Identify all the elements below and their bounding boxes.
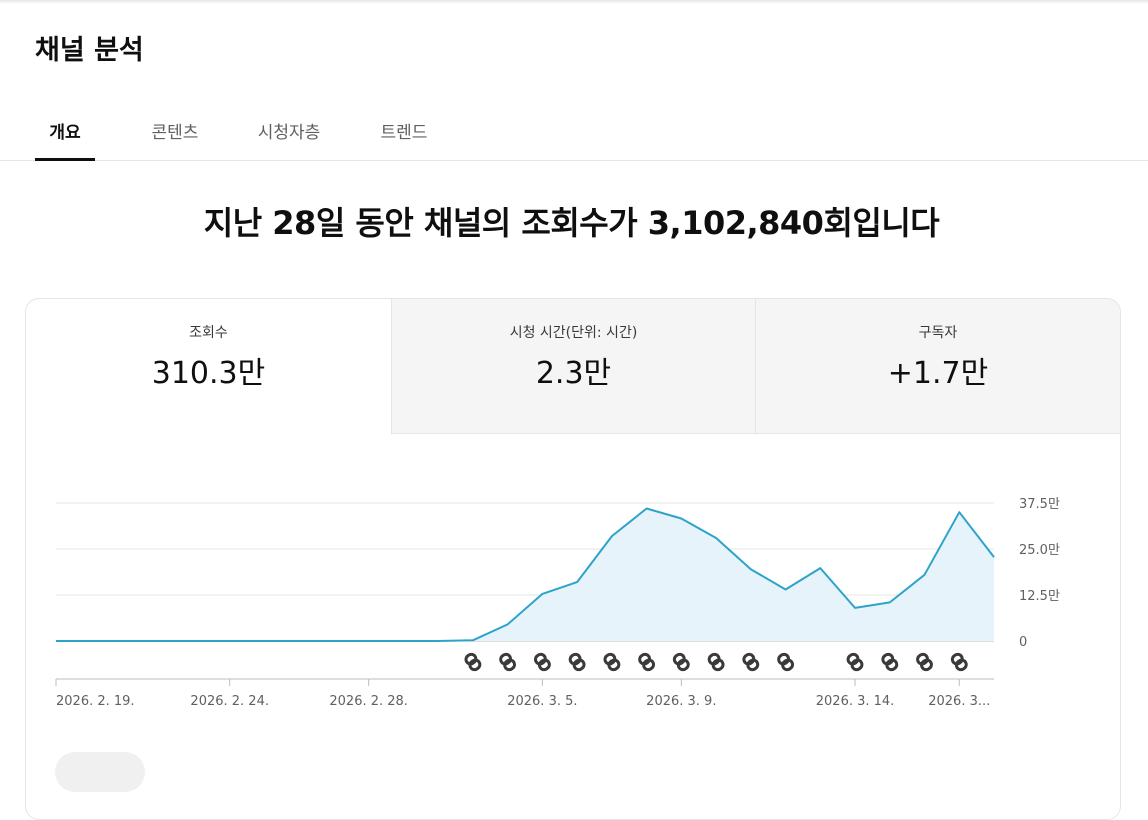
data-point — [471, 638, 475, 642]
metric-views-value: 310.3만 — [151, 356, 266, 391]
data-point — [89, 639, 93, 643]
shorts-icon — [672, 652, 690, 672]
data-point — [367, 639, 371, 643]
data-point — [228, 639, 232, 643]
y-tick-label: 0 — [1019, 635, 1027, 650]
top-bar-shadow — [0, 0, 1148, 4]
data-point — [193, 639, 197, 643]
data-point — [957, 510, 961, 514]
page-title: 채널 분석 — [35, 35, 144, 66]
tab-content[interactable]: 콘텐츠 — [151, 123, 199, 143]
x-tick-label: 2026. 3... — [928, 694, 990, 709]
data-point — [923, 573, 927, 577]
data-point — [888, 600, 892, 604]
data-point — [506, 622, 510, 626]
shorts-icon — [464, 652, 482, 672]
shorts-icon — [846, 652, 864, 672]
series-line — [56, 507, 995, 642]
data-point — [818, 566, 822, 570]
shorts-icon — [533, 652, 551, 672]
metric-watch-time-value: 2.3만 — [535, 356, 612, 391]
shorts-icon — [499, 652, 517, 672]
shorts-icon — [638, 652, 656, 672]
metric-subscribers[interactable]: 구독자 +1.7만 — [755, 299, 1120, 434]
metric-subscribers-value: +1.7만 — [887, 356, 989, 391]
metric-views[interactable]: 조회수 310.3만 — [26, 299, 391, 434]
x-tick-label: 2026. 3. 5. — [507, 694, 577, 709]
y-tick-label: 37.5만 — [1019, 497, 1060, 512]
data-point — [992, 555, 996, 559]
tab-overview[interactable]: 개요 — [35, 108, 95, 161]
data-point — [332, 639, 336, 643]
data-point — [540, 592, 544, 596]
data-point — [645, 507, 649, 511]
data-point — [610, 534, 614, 538]
summary-headline: 지난 28일 동안 채널의 조회수가 3,102,840회입니다 — [203, 204, 940, 242]
see-more-button[interactable] — [55, 752, 145, 792]
data-point — [784, 588, 788, 592]
x-tick-label: 2026. 3. 14. — [816, 694, 895, 709]
metric-views-label: 조회수 — [189, 325, 228, 341]
tab-audience[interactable]: 시청자층 — [257, 123, 321, 143]
shorts-icon — [742, 652, 760, 672]
series-area — [56, 508, 994, 641]
shorts-icon — [916, 652, 933, 672]
shorts-icon — [777, 652, 795, 672]
data-point — [262, 639, 266, 643]
data-point — [679, 517, 683, 521]
x-tick-label: 2026. 2. 19. — [56, 694, 135, 709]
views-chart[interactable]: 37.5만 25.0만 12.5만 0 2026. 2. 19. 2026. 2. 24.… — [0, 0, 1148, 767]
x-tick-label: 2026. 2. 24. — [190, 694, 269, 709]
shorts-icon — [881, 652, 899, 672]
tab-bar: 개요 콘텐츠 시청자층 트렌드 — [0, 108, 1148, 161]
data-point — [54, 639, 58, 643]
data-point — [749, 567, 753, 571]
data-point — [853, 606, 857, 610]
data-point — [297, 639, 301, 643]
metric-watch-time-label: 시청 시간(단위: 시간) — [509, 325, 638, 341]
y-tick-label: 25.0만 — [1019, 543, 1060, 558]
y-tick-label: 12.5만 — [1019, 589, 1060, 604]
x-tick-label: 2026. 2. 28. — [329, 694, 408, 709]
data-point — [401, 639, 405, 643]
data-point — [575, 580, 579, 584]
data-point — [158, 639, 162, 643]
data-point — [436, 639, 440, 643]
shorts-icon — [603, 652, 621, 672]
tab-trends[interactable]: 트렌드 — [380, 123, 428, 143]
x-tick-label: 2026. 3. 9. — [646, 694, 716, 709]
data-point — [714, 536, 718, 540]
shorts-icon — [707, 652, 725, 672]
shorts-icon — [950, 652, 968, 672]
data-point — [124, 639, 128, 643]
shorts-icon — [568, 652, 586, 672]
metric-watch-time[interactable]: 시청 시간(단위: 시간) 2.3만 — [391, 299, 755, 434]
metric-subscribers-label: 구독자 — [918, 325, 958, 341]
